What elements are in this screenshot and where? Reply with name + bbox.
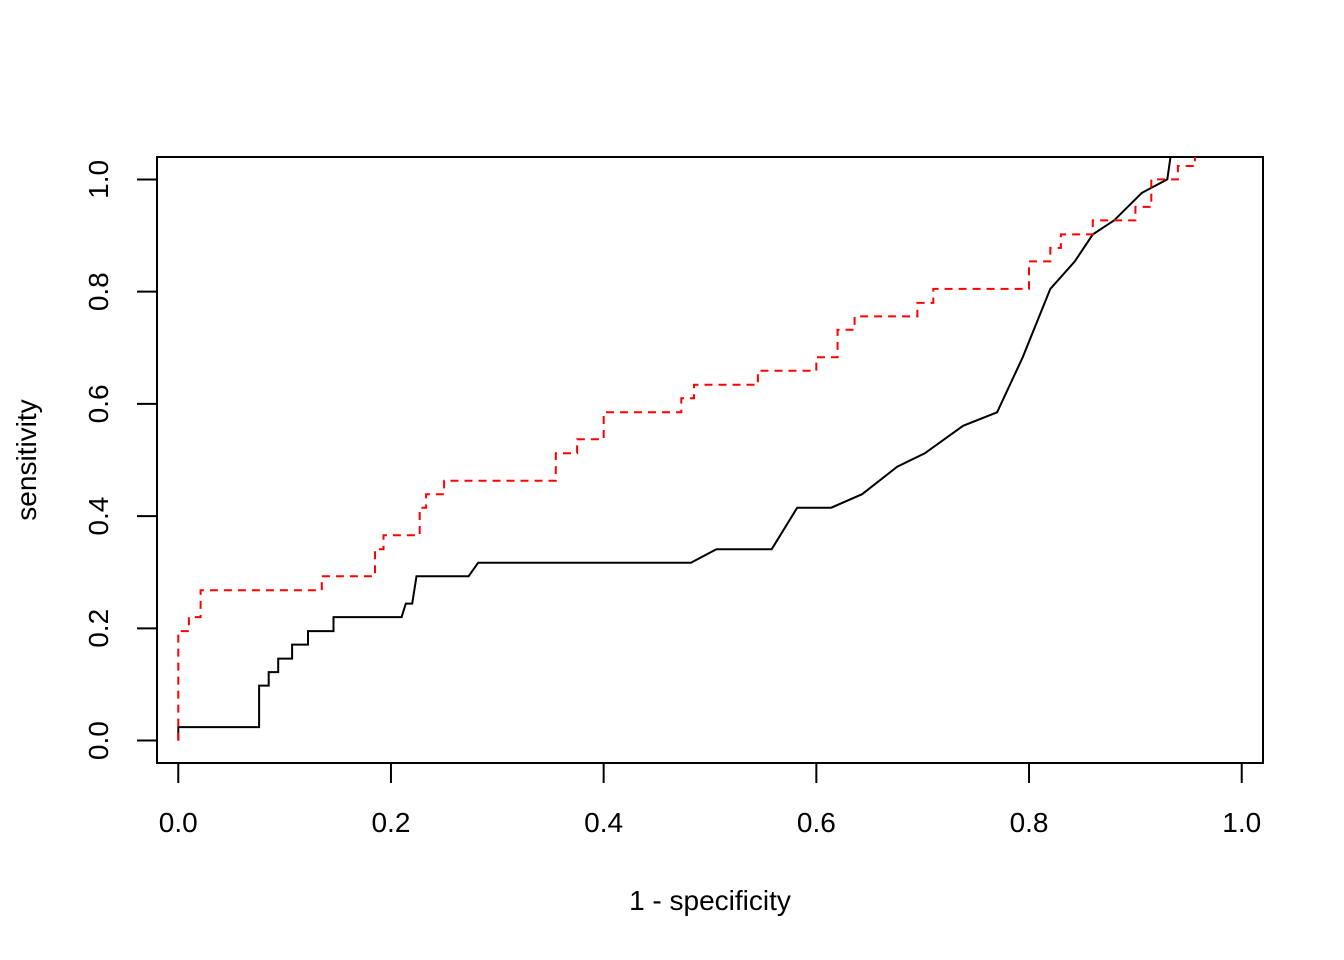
series-line-1 xyxy=(177,156,1172,741)
x-tick-label: 0.0 xyxy=(159,807,198,838)
y-tick-label: 0.6 xyxy=(83,384,114,423)
x-tick-label: 1.0 xyxy=(1222,807,1261,838)
y-axis-label: sensitivity xyxy=(11,399,42,520)
x-axis: 0.0 0.2 0.4 0.6 0.8 1.0 xyxy=(159,762,1261,838)
y-tick-label: 0.2 xyxy=(83,609,114,648)
y-tick-label: 0.8 xyxy=(83,272,114,311)
series-line-2 xyxy=(177,157,1196,741)
y-tick-label: 0.0 xyxy=(83,721,114,760)
plot-frame xyxy=(156,156,1264,764)
x-axis-label: 1 - specificity xyxy=(629,885,791,916)
series-layer xyxy=(177,156,1196,741)
x-tick-label: 0.2 xyxy=(371,807,410,838)
x-tick-label: 0.8 xyxy=(1010,807,1049,838)
x-tick-label: 0.6 xyxy=(797,807,836,838)
y-tick-label: 0.4 xyxy=(83,497,114,536)
x-tick-label: 0.4 xyxy=(584,807,623,838)
y-tick-label: 1.0 xyxy=(83,160,114,199)
y-axis: 0.0 0.2 0.4 0.6 0.8 1.0 xyxy=(83,160,158,760)
